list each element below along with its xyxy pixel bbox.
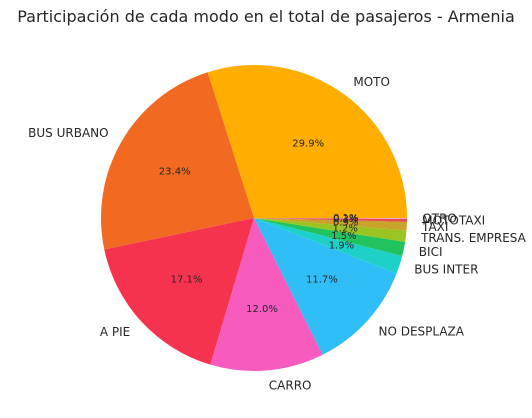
pie-slice-no-desplaza — [254, 218, 397, 355]
slice-label-moto: MOTO — [353, 75, 390, 89]
slice-pct-a-pie: 17.1% — [171, 275, 203, 286]
pie-slice-moto — [207, 64, 408, 218]
pie-slice-bici — [254, 218, 406, 257]
slice-label-bus-inter: BUS INTER — [414, 263, 478, 277]
chart-title: Participación de cada modo en el total d… — [17, 7, 515, 26]
slice-pct-carro: 12.0% — [246, 304, 278, 315]
pie-slice-trans-empresa — [254, 218, 407, 242]
slice-pct-no-desplaza: 11.7% — [306, 274, 338, 285]
slice-pct-bus-urbano: 23.4% — [159, 166, 191, 177]
slice-pct-mototaxi: 0.3% — [333, 214, 358, 225]
pie-slice-mototaxi — [254, 218, 407, 222]
slice-label-bus-urbano: BUS URBANO — [28, 126, 108, 140]
slice-label-trans-empresa: TRANS. EMPRESA — [420, 231, 527, 245]
pie-slice-a-pie — [104, 218, 254, 365]
slice-pct-otro: 0.1% — [333, 213, 358, 224]
slice-label-otro: OTRO — [422, 212, 457, 226]
slice-pct-moto: 29.9% — [292, 138, 324, 149]
pie-labels: MOTO 29.9% BUS URBANO 23.4% A PIE 17.1% CARRO 1… — [28, 75, 527, 393]
slice-pct-trans-empresa: 1.2% — [332, 223, 357, 234]
slice-pct-taxi: 0.9% — [333, 217, 358, 228]
pie-slice-otro — [254, 218, 408, 219]
pie-slice-bus-urbano — [101, 72, 254, 250]
slice-pct-bici: 1.5% — [331, 231, 356, 242]
pie-slice-bus-inter — [254, 218, 403, 274]
pie-slice-taxi — [254, 218, 407, 231]
slice-label-carro: CARRO — [269, 379, 312, 393]
slice-label-a-pie: A PIE — [100, 325, 130, 339]
slice-pct-bus-inter: 1.9% — [329, 241, 354, 252]
pie-slice-carro — [210, 218, 323, 371]
slice-label-bici: BICI — [419, 245, 443, 259]
slice-label-mototaxi: MOTOTAXI — [422, 214, 485, 228]
slice-label-taxi: TAXI — [421, 220, 448, 234]
slice-label-no-desplaza: NO DESPLAZA — [378, 324, 464, 338]
pie-slices — [101, 64, 408, 371]
